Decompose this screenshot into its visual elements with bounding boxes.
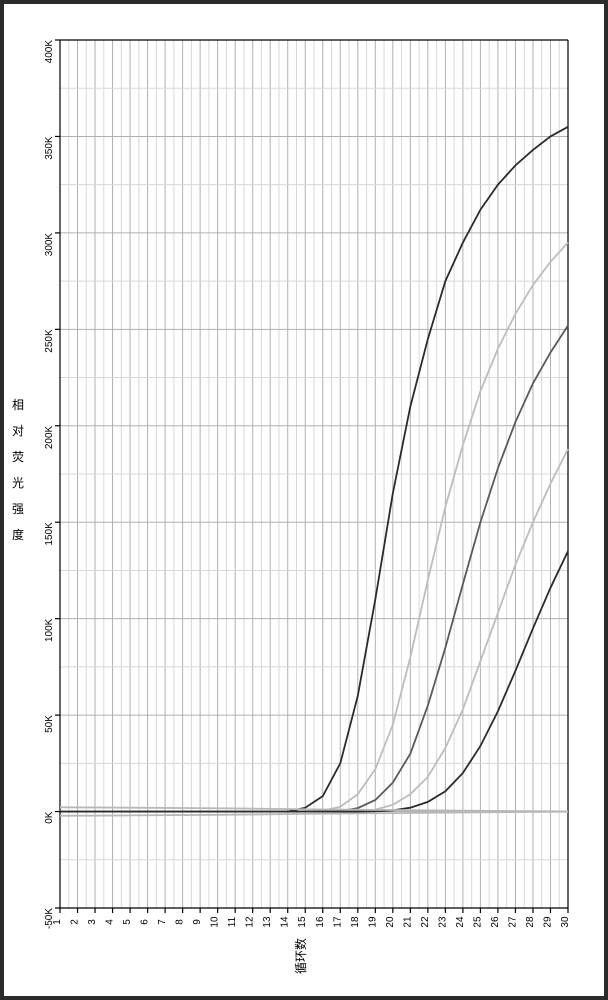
y-tick-label: 250K bbox=[44, 329, 55, 353]
x-tick-label: 11 bbox=[227, 916, 238, 927]
x-tick-label: 1 bbox=[52, 919, 63, 925]
y-tick-label: 200K bbox=[44, 425, 55, 449]
x-tick-label: 24 bbox=[455, 916, 466, 928]
x-tick-label: 14 bbox=[280, 916, 291, 928]
y-tick-label: 150K bbox=[44, 522, 55, 546]
x-tick-label: 10 bbox=[210, 916, 221, 928]
y-axis-label-char: 光 bbox=[12, 476, 24, 490]
x-tick-label: 12 bbox=[245, 916, 256, 928]
x-tick-label: 26 bbox=[490, 916, 501, 928]
x-tick-label: 13 bbox=[262, 916, 273, 928]
x-tick-label: 29 bbox=[542, 916, 553, 928]
y-tick-label: 350K bbox=[44, 136, 55, 160]
y-tick-label: 400K bbox=[44, 40, 55, 64]
x-tick-label: 17 bbox=[332, 916, 343, 928]
y-tick-label: 0K bbox=[44, 811, 55, 824]
x-tick-label: 5 bbox=[122, 919, 133, 925]
amplification-chart: -50K0K50K100K150K200K250K300K350K400K123… bbox=[0, 0, 608, 1000]
x-axis-label: 循环数 bbox=[293, 938, 308, 974]
x-tick-label: 23 bbox=[437, 916, 448, 928]
x-tick-label: 2 bbox=[70, 919, 81, 925]
x-tick-label: 4 bbox=[105, 919, 116, 925]
x-tick-label: 9 bbox=[192, 919, 203, 925]
x-tick-label: 8 bbox=[175, 919, 186, 925]
x-tick-label: 20 bbox=[385, 916, 396, 928]
y-axis-label-char: 对 bbox=[12, 424, 24, 438]
x-tick-label: 30 bbox=[560, 916, 571, 928]
y-tick-label: 50K bbox=[44, 715, 55, 733]
x-tick-label: 27 bbox=[507, 916, 518, 928]
x-tick-label: 6 bbox=[140, 919, 151, 925]
y-axis-label-char: 相 bbox=[12, 398, 24, 412]
x-tick-label: 18 bbox=[350, 916, 361, 928]
y-tick-label: 300K bbox=[44, 233, 55, 257]
x-tick-label: 21 bbox=[402, 916, 413, 928]
y-axis-label-char: 强 bbox=[12, 502, 24, 516]
y-axis-label-char: 度 bbox=[12, 527, 24, 542]
y-axis-label-char: 荧 bbox=[12, 450, 24, 464]
x-tick-label: 3 bbox=[87, 919, 98, 925]
x-tick-label: 28 bbox=[525, 916, 536, 928]
x-tick-label: 22 bbox=[420, 916, 431, 928]
y-tick-label: 100K bbox=[44, 618, 55, 642]
x-tick-label: 15 bbox=[297, 916, 308, 928]
chart-svg: -50K0K50K100K150K200K250K300K350K400K123… bbox=[0, 0, 608, 1000]
y-tick-label: -50K bbox=[44, 908, 55, 929]
x-tick-label: 19 bbox=[367, 916, 378, 928]
x-tick-label: 25 bbox=[472, 916, 483, 928]
x-tick-label: 7 bbox=[157, 919, 168, 925]
x-tick-label: 16 bbox=[315, 916, 326, 928]
